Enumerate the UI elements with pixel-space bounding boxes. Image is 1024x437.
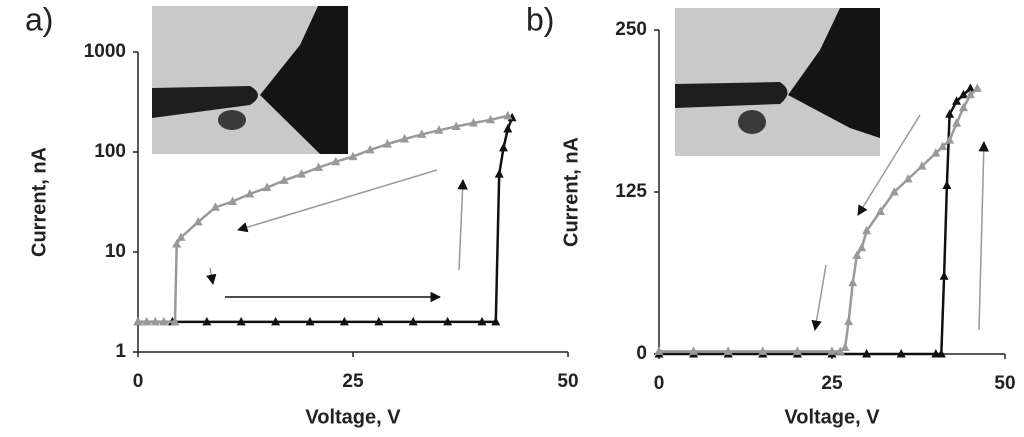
x-axis-title: Voltage, V (305, 406, 401, 428)
point-marker (262, 182, 272, 192)
point-marker (159, 316, 169, 326)
point-marker (965, 89, 975, 99)
point-marker (936, 349, 946, 358)
point-marker (952, 96, 962, 105)
point-marker (434, 125, 444, 134)
point-marker (486, 114, 496, 124)
point-marker (491, 316, 501, 326)
x-tick-label: 50 (557, 371, 578, 392)
point-marker (202, 316, 212, 326)
point-marker (142, 316, 152, 326)
point-marker (245, 189, 255, 198)
point-marker (228, 196, 238, 205)
y-axis-title: Current, nA (560, 137, 582, 247)
point-marker (792, 346, 802, 355)
point-marker (348, 151, 358, 161)
point-marker (965, 83, 975, 92)
point-marker (365, 144, 375, 154)
point-marker (931, 148, 941, 157)
y-tick-label: 0 (636, 343, 647, 364)
inset-a (152, 6, 348, 154)
x-tick-label: 25 (342, 371, 364, 392)
point-marker (848, 277, 858, 287)
point-marker (210, 202, 220, 211)
point-marker (958, 89, 968, 99)
x-tick-label: 25 (821, 373, 843, 394)
point-marker (889, 187, 899, 196)
point-marker (408, 316, 418, 326)
point-marker (133, 316, 143, 326)
point-marker (723, 346, 733, 355)
point-marker (176, 232, 186, 241)
inset-b (675, 8, 880, 156)
point-marker (443, 316, 453, 326)
point-marker (339, 316, 349, 326)
point-marker (305, 316, 315, 326)
point-marker (862, 225, 872, 235)
point-marker (296, 169, 306, 178)
point-marker (857, 242, 867, 252)
point-marker (417, 129, 427, 138)
point-marker (170, 316, 180, 326)
y-tick-label: 125 (615, 181, 647, 202)
point-marker (917, 161, 927, 170)
point-marker (150, 316, 160, 326)
point-marker (654, 346, 664, 355)
panel-label: a) (25, 1, 53, 37)
x-tick-label: 50 (994, 373, 1015, 394)
point-marker (400, 133, 410, 143)
point-marker (331, 156, 341, 166)
y-tick-label: 1000 (84, 41, 126, 62)
point-marker (494, 169, 504, 178)
point-marker (271, 316, 281, 326)
point-marker (314, 162, 324, 171)
series-line (659, 87, 972, 356)
point-marker (468, 117, 478, 127)
point-marker (972, 83, 982, 92)
point-marker (503, 123, 513, 133)
arrows (206, 114, 989, 332)
point-marker (382, 139, 392, 148)
point-marker (942, 180, 952, 190)
point-marker (939, 271, 949, 280)
point-marker (840, 342, 850, 352)
point-marker (236, 316, 246, 326)
y-tick-label: 10 (105, 241, 126, 262)
x-tick-label: 0 (654, 373, 665, 394)
panel-label: b) (526, 1, 554, 37)
point-marker (844, 316, 854, 326)
point-marker (499, 142, 508, 152)
point-marker (958, 102, 968, 112)
point-marker (875, 206, 885, 215)
point-marker (477, 316, 487, 326)
y-axis-title: Current, nA (28, 147, 50, 257)
point-marker (193, 216, 203, 226)
point-marker (374, 316, 384, 326)
point-marker (945, 109, 955, 118)
series-line (138, 117, 514, 324)
x-tick-label: 0 (133, 371, 144, 392)
point-marker (827, 346, 837, 355)
point-marker (451, 121, 461, 130)
y-tick-label: 100 (94, 141, 126, 162)
point-marker (852, 250, 862, 260)
point-marker (758, 346, 768, 355)
point-marker (835, 346, 845, 355)
point-marker (896, 349, 906, 358)
point-marker (503, 110, 513, 120)
point-marker (945, 135, 955, 144)
point-marker (279, 175, 289, 184)
x-axis-title: Voltage, V (784, 406, 880, 428)
point-marker (952, 118, 962, 127)
point-marker (689, 346, 699, 355)
y-tick-label: 1 (115, 341, 126, 362)
y-tick-label: 250 (615, 19, 647, 40)
point-marker (172, 239, 182, 248)
point-marker (862, 349, 872, 358)
point-marker (938, 141, 948, 151)
point-marker (903, 174, 913, 183)
